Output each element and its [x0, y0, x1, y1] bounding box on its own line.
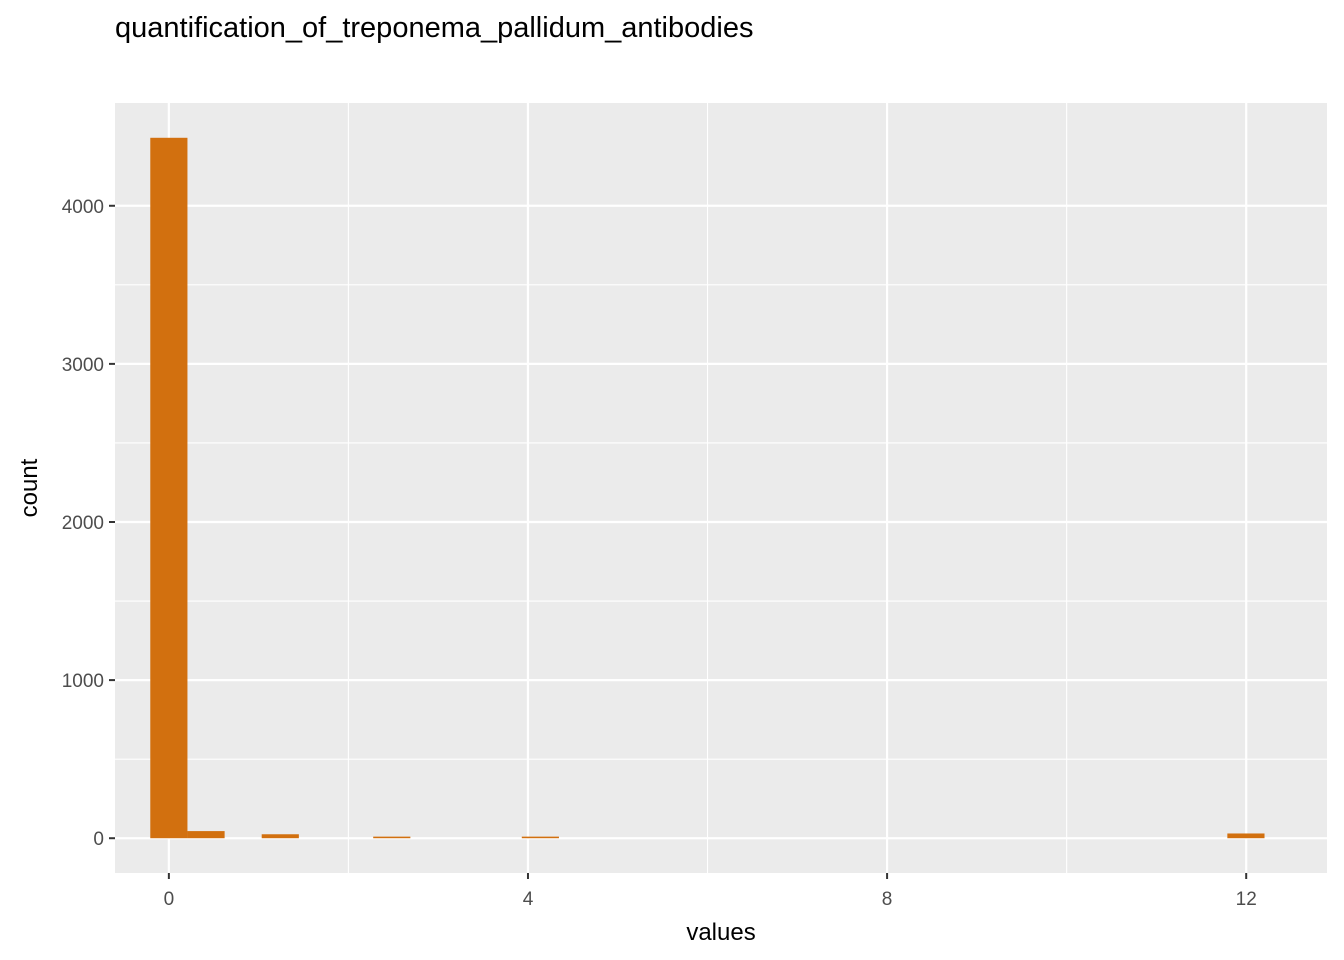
histogram-bar: [521, 836, 559, 839]
x-tick-label: 12: [1236, 889, 1257, 910]
y-axis-ticks: 0 1000 2000 3000 4000: [62, 197, 115, 850]
histogram-bar: [1227, 833, 1265, 839]
histogram-bar: [261, 834, 299, 839]
x-axis-ticks: 0 4 8 12: [164, 873, 1257, 910]
x-axis-title: values: [686, 919, 755, 946]
y-tick-label: 0: [93, 829, 104, 850]
minor-gridlines: [115, 103, 1327, 873]
y-axis-title: count: [16, 458, 43, 517]
histogram-bars: [150, 137, 1265, 839]
y-tick-label: 2000: [62, 513, 104, 534]
x-tick-label: 4: [523, 889, 534, 910]
plot-panel: [115, 103, 1327, 873]
chart-title: quantification_of_treponema_pallidum_ant…: [115, 12, 754, 44]
y-tick-label: 4000: [62, 197, 104, 218]
x-tick-label: 0: [164, 889, 175, 910]
y-tick-label: 3000: [62, 355, 104, 376]
histogram-bar: [187, 831, 225, 839]
x-tick-label: 8: [882, 889, 893, 910]
y-tick-label: 1000: [62, 671, 104, 692]
histogram-bar: [373, 836, 411, 839]
histogram-bar: [150, 137, 188, 839]
